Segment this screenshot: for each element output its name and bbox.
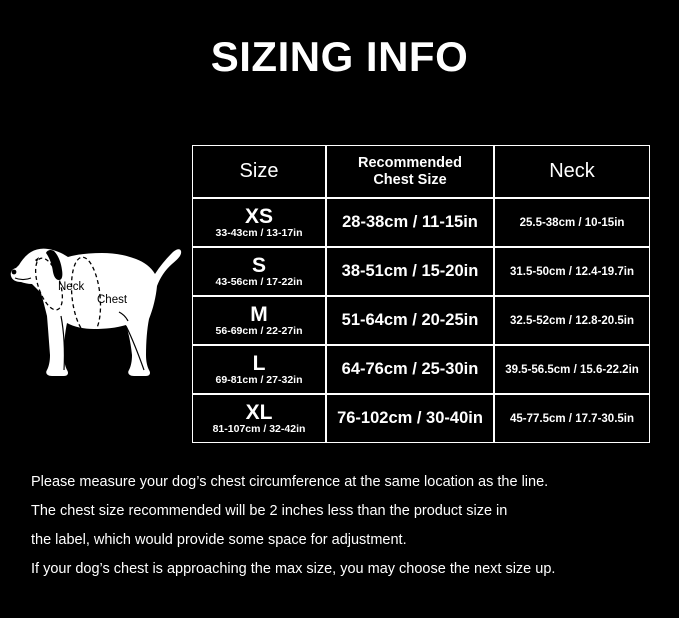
size-label: XL <box>245 401 273 425</box>
note-line: If your dog’s chest is approaching the m… <box>31 561 556 577</box>
size-label: XS <box>244 205 273 229</box>
cell-size: XL 81-107cm / 32-42in <box>192 394 326 443</box>
chest-label: Chest <box>97 294 128 306</box>
dog-mouth-line <box>14 277 32 281</box>
table-row: S 43-56cm / 17-22in 38-51cm / 15-20in 31… <box>192 247 650 296</box>
cell-neck: 25.5-38cm / 10-15in <box>494 198 650 247</box>
size-label: L <box>252 352 266 376</box>
cell-neck: 32.5-52cm / 12.8-20.5in <box>494 296 650 345</box>
page-title: SIZING INFO <box>210 33 469 80</box>
dog-eye-shape <box>35 257 39 262</box>
cell-size: XS 33-43cm / 13-17in <box>192 198 326 247</box>
footer-notes: Please measure your dog’s chest circumfe… <box>31 468 651 584</box>
size-label: S <box>251 254 266 278</box>
size-sublabel: 81-107cm / 32-42in <box>212 423 306 436</box>
note-line: Please measure your dog’s chest circumfe… <box>31 474 549 490</box>
column-header-neck: Neck <box>494 145 650 198</box>
table-header-row: Size Recommended Chest Size Neck <box>192 145 650 198</box>
note-line: the label, which would provide some spac… <box>31 532 407 548</box>
cell-neck: 31.5-50cm / 12.4-19.7in <box>494 247 650 296</box>
dog-body-shape <box>10 248 182 376</box>
size-sublabel: 69-81cm / 27-32in <box>215 374 303 387</box>
dog-nose-shape <box>11 269 17 275</box>
cell-chest: 51-64cm / 20-25in <box>326 296 494 345</box>
cell-size: M 56-69cm / 22-27in <box>192 296 326 345</box>
size-sublabel: 43-56cm / 17-22in <box>215 276 303 289</box>
table-row: XL 81-107cm / 32-42in 76-102cm / 30-40in… <box>192 394 650 443</box>
cell-chest: 76-102cm / 30-40in <box>326 394 494 443</box>
column-header-chest-line1: Recommended <box>358 154 462 171</box>
size-sublabel: 56-69cm / 22-27in <box>215 325 303 338</box>
size-label: M <box>250 303 268 327</box>
note-line: The chest size recommended will be 2 inc… <box>31 503 508 519</box>
cell-size: S 43-56cm / 17-22in <box>192 247 326 296</box>
cell-neck: 45-77.5cm / 17.7-30.5in <box>494 394 650 443</box>
column-header-size: Size <box>192 145 326 198</box>
dog-ear-shape <box>46 249 63 280</box>
table-row: XS 33-43cm / 13-17in 28-38cm / 11-15in 2… <box>192 198 650 247</box>
cell-size: L 69-81cm / 27-32in <box>192 345 326 394</box>
size-sublabel: 33-43cm / 13-17in <box>215 227 303 240</box>
cell-chest: 28-38cm / 11-15in <box>326 198 494 247</box>
dog-hind-leg-line <box>125 325 145 371</box>
cell-chest: 38-51cm / 15-20in <box>326 247 494 296</box>
column-header-chest-line2: Chest Size <box>373 171 447 188</box>
cell-chest: 64-76cm / 25-30in <box>326 345 494 394</box>
sizing-table: Size Recommended Chest Size Neck XS 33-4… <box>192 145 650 443</box>
table-row: M 56-69cm / 22-27in 51-64cm / 20-25in 32… <box>192 296 650 345</box>
dog-front-leg-line <box>60 315 65 371</box>
dog-haunch-line <box>118 311 129 322</box>
table-row: L 69-81cm / 27-32in 64-76cm / 25-30in 39… <box>192 345 650 394</box>
cell-neck: 39.5-56.5cm / 15.6-22.2in <box>494 345 650 394</box>
neck-label: Neck <box>58 281 84 293</box>
dog-silhouette-illustration: Neck Chest <box>2 224 192 402</box>
chest-measure-line <box>70 256 102 336</box>
column-header-chest: Recommended Chest Size <box>326 145 494 198</box>
